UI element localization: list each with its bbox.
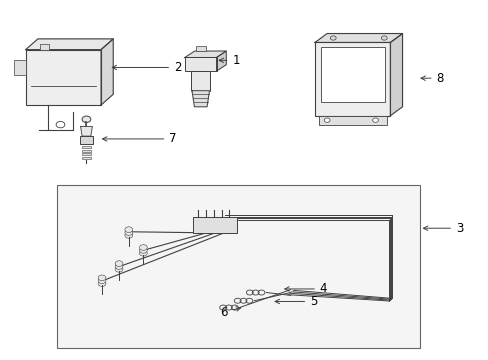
Polygon shape: [314, 33, 402, 42]
Polygon shape: [192, 91, 209, 107]
Circle shape: [372, 118, 378, 122]
Circle shape: [115, 264, 122, 269]
Circle shape: [98, 275, 106, 281]
Bar: [196, 46, 205, 51]
Bar: [184, 58, 216, 71]
Polygon shape: [101, 39, 113, 105]
Text: 4: 4: [284, 283, 326, 296]
Bar: [14, 60, 26, 75]
Circle shape: [139, 250, 147, 256]
Polygon shape: [81, 126, 92, 136]
Bar: [40, 44, 49, 50]
Circle shape: [139, 248, 147, 253]
Polygon shape: [216, 51, 226, 71]
Circle shape: [115, 261, 122, 266]
Text: 6: 6: [220, 306, 240, 319]
Bar: [57, 185, 419, 348]
Circle shape: [98, 278, 106, 284]
Text: 7: 7: [102, 132, 176, 145]
Bar: [82, 150, 91, 152]
Circle shape: [124, 227, 132, 233]
Polygon shape: [184, 51, 226, 58]
Circle shape: [115, 266, 122, 272]
Circle shape: [56, 121, 65, 128]
Bar: [82, 157, 91, 159]
Polygon shape: [26, 39, 113, 50]
Bar: [82, 153, 91, 156]
Text: 3: 3: [423, 222, 463, 235]
Bar: [318, 116, 386, 125]
Bar: [193, 217, 237, 233]
Circle shape: [324, 118, 329, 122]
Circle shape: [124, 230, 132, 235]
Bar: [82, 146, 91, 148]
Circle shape: [329, 36, 335, 40]
Circle shape: [124, 233, 132, 238]
Text: 5: 5: [275, 295, 317, 308]
Circle shape: [381, 36, 386, 40]
Bar: [80, 136, 93, 144]
Text: 1: 1: [219, 54, 239, 67]
Bar: [191, 71, 210, 91]
Bar: [320, 47, 384, 103]
Text: 2: 2: [112, 61, 181, 74]
Text: 8: 8: [420, 72, 443, 85]
Circle shape: [98, 281, 106, 287]
Circle shape: [139, 245, 147, 250]
Polygon shape: [389, 33, 402, 116]
Bar: [314, 42, 389, 116]
Bar: [26, 50, 101, 105]
Circle shape: [82, 116, 91, 122]
